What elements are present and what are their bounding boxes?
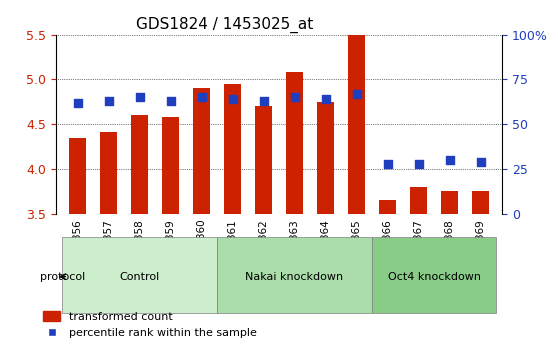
Text: GDS1824 / 1453025_at: GDS1824 / 1453025_at xyxy=(136,17,314,33)
FancyBboxPatch shape xyxy=(62,237,217,313)
Bar xyxy=(286,72,303,214)
Point xyxy=(73,100,82,106)
Point xyxy=(104,98,113,104)
Bar xyxy=(131,115,148,214)
Point xyxy=(135,95,144,100)
Text: Nakai knockdown: Nakai knockdown xyxy=(246,272,344,282)
Bar xyxy=(472,191,489,214)
Legend: transformed count, percentile rank within the sample: transformed count, percentile rank withi… xyxy=(39,307,261,343)
Bar xyxy=(317,102,334,214)
FancyBboxPatch shape xyxy=(372,237,496,313)
FancyBboxPatch shape xyxy=(217,237,372,313)
Point xyxy=(476,159,485,165)
Bar xyxy=(100,132,117,214)
Point xyxy=(197,95,206,100)
Point xyxy=(290,95,299,100)
Text: Control: Control xyxy=(119,272,160,282)
Bar xyxy=(193,88,210,214)
Bar xyxy=(379,200,396,214)
Bar xyxy=(255,106,272,214)
Point xyxy=(166,98,175,104)
Bar xyxy=(69,138,86,214)
Point xyxy=(259,98,268,104)
Point xyxy=(445,157,454,163)
Point xyxy=(414,161,423,166)
Bar xyxy=(348,34,365,214)
Bar xyxy=(162,117,179,214)
Text: protocol: protocol xyxy=(40,272,85,282)
Bar xyxy=(441,191,458,214)
Point xyxy=(321,96,330,102)
Text: Oct4 knockdown: Oct4 knockdown xyxy=(387,272,480,282)
Bar xyxy=(224,84,241,214)
Point xyxy=(383,161,392,166)
Point xyxy=(352,91,361,97)
Point xyxy=(228,96,237,102)
Bar xyxy=(410,187,427,214)
